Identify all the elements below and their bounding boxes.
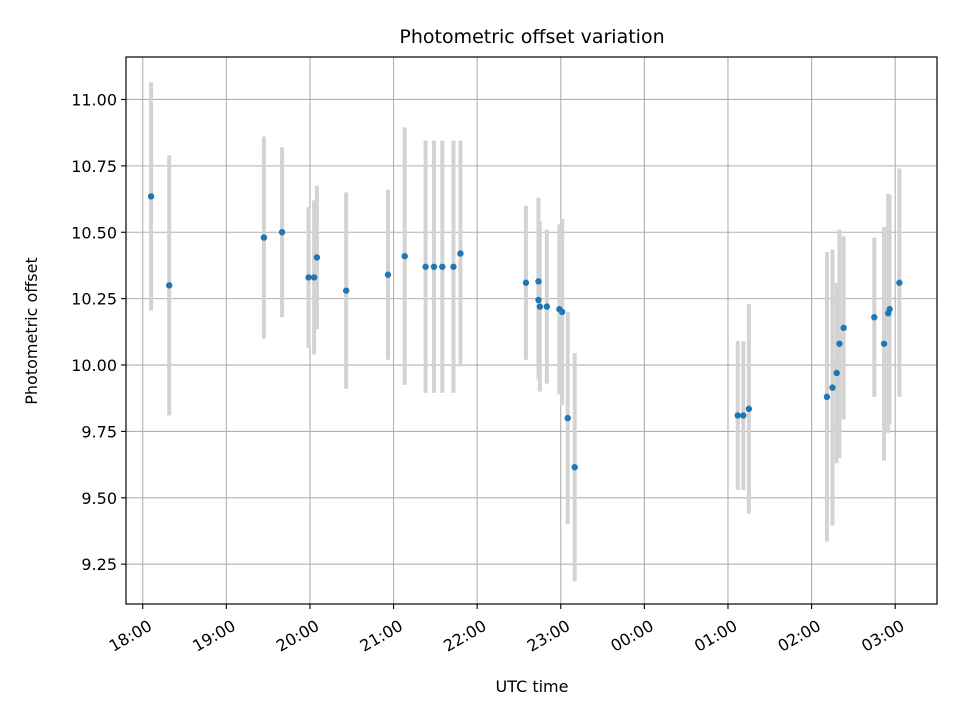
data-point [840,324,847,332]
data-point [342,287,350,294]
data-point [836,340,843,347]
data-point [147,193,155,200]
data-point [535,278,542,285]
data-point [165,282,173,289]
y-axis: 9.25 9.50 9.75 10.00 10.25 10.50 10.75 11.00 [71,90,126,574]
data-point [543,303,551,310]
data-point [896,279,903,286]
data-point [558,308,566,316]
y-tick-label: 9.25 [81,555,117,574]
data-point [536,303,544,310]
data-point [740,412,747,419]
data-point [384,271,392,278]
y-tick-label: 9.50 [81,489,117,508]
data-point [871,314,878,321]
data-point [439,263,446,270]
y-axis-label: Photometric offset [22,257,41,405]
data-point [833,369,840,377]
x-axis-label: UTC time [496,677,569,696]
data-point [522,279,530,286]
data-point [450,263,457,270]
y-tick-label: 10.25 [71,290,117,309]
data-point [880,340,888,347]
data-points [147,193,903,471]
y-tick-label: 10.00 [71,356,117,375]
data-point [886,306,893,313]
data-point [823,393,831,401]
grid [126,57,937,604]
data-point [457,250,464,257]
data-point [430,263,438,270]
data-point [422,263,429,270]
data-point [571,464,578,471]
y-tick-label: 11.00 [71,90,117,109]
data-point [313,254,321,261]
data-point [535,296,542,304]
data-point [829,384,836,391]
data-point [745,405,753,413]
data-point [564,414,571,422]
data-point [734,412,741,419]
y-tick-label: 10.75 [71,157,117,176]
y-tick-label: 9.75 [81,422,117,441]
data-point [401,252,408,260]
y-tick-label: 10.50 [71,223,117,242]
plot-frame [125,56,938,605]
chart-title: Photometric offset variation [399,26,664,48]
data-point [305,274,312,281]
data-point [260,234,268,241]
data-point [310,274,318,281]
data-point [278,229,286,236]
